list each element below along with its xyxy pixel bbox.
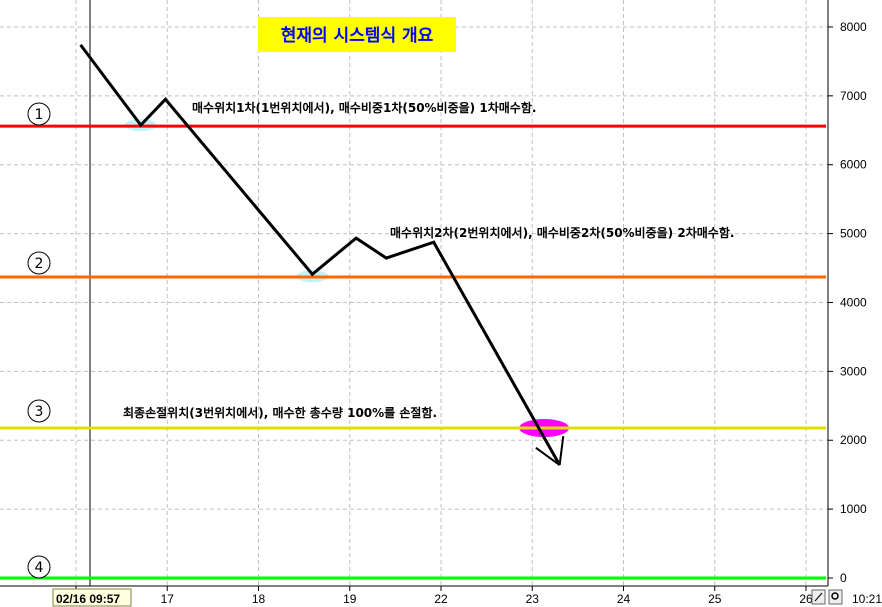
x-tick-label: 24 [617, 592, 631, 606]
x-tick-label: 19 [343, 592, 357, 606]
y-tick-label: 6000 [840, 158, 867, 172]
price-line [79, 43, 561, 466]
arrow-stroke [558, 435, 565, 466]
level-marker-circle [27, 399, 51, 423]
y-tick-label: 4000 [840, 295, 867, 309]
magnifier-glyph [831, 592, 839, 600]
chart-title: 현재의 시스템식 개요 [281, 26, 434, 46]
y-tick-label: 7000 [840, 89, 867, 103]
y-tick-label: 3000 [840, 364, 867, 378]
time-label: 10:21 [852, 592, 882, 606]
magnifier-icon[interactable] [828, 589, 843, 605]
arrow-stroke [535, 447, 561, 466]
y-tick-label: 2000 [840, 433, 867, 447]
x-tick-label: 17 [161, 592, 175, 606]
level-marker-circle [27, 555, 51, 579]
y-tick-label: 5000 [840, 227, 867, 241]
title-box [258, 17, 456, 52]
level-annotation: 매수위치1차(1번위치에서), 매수비중1차(50%비중을) 1차매수함. [192, 100, 536, 115]
level-marker: 4 [35, 560, 44, 576]
level-annotation: 최종손절위치(3번위치에서), 매수한 총수량 100%를 손절함. [123, 405, 437, 420]
x-tick-label: 26 [799, 592, 813, 606]
x-tick-label: 22 [434, 592, 448, 606]
level-annotation: 매수위치2차(2번위치에서), 매수비중2차(50%비중을) 2차매수함. [390, 225, 734, 240]
level-marker-circle [27, 251, 51, 275]
y-tick-label: 1000 [840, 502, 867, 516]
level-marker: 2 [35, 256, 44, 272]
x-tick-label: 18 [252, 592, 266, 606]
crosshair-label: 02/16 09:57 [56, 592, 120, 606]
x-tick-label: 25 [708, 592, 722, 606]
crosshair-label-box [52, 588, 132, 607]
y-tick-label: 0 [840, 571, 847, 585]
level-marker-circle [27, 102, 51, 126]
x-tick-label: 23 [526, 592, 540, 606]
pencil-glyph [814, 592, 823, 602]
level-marker: 3 [35, 404, 44, 420]
y-tick-label: 8000 [840, 20, 867, 34]
level-marker: 1 [35, 107, 44, 123]
